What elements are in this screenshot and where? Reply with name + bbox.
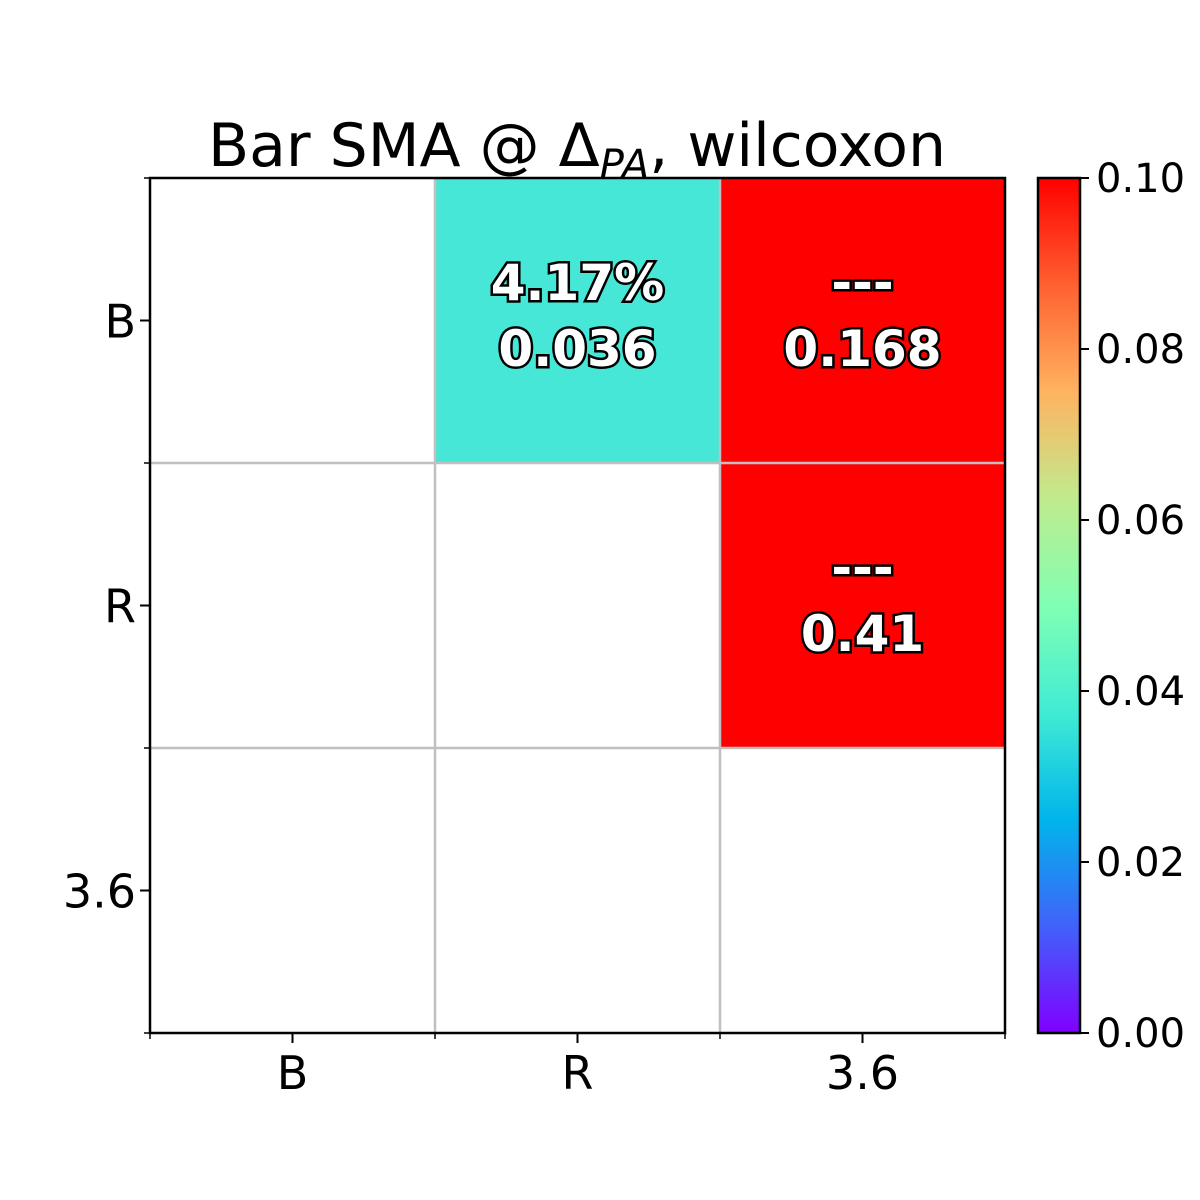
y-tick-label: 3.6 (63, 865, 136, 919)
colorbar-tick-label: 0.10 (1096, 156, 1185, 202)
y-tick-label: R (104, 580, 136, 634)
heatmap-cell (435, 178, 720, 463)
grid-lines (150, 178, 1005, 1033)
cell-label: 0.036 (498, 320, 656, 378)
colorbar (1036, 176, 1082, 1035)
heatmap-cells: 4.17% 0.036 --- 0.168 --- 0.41 (435, 178, 1005, 748)
cell-label: 0.168 (783, 320, 941, 378)
heatmap-cell (720, 463, 1005, 748)
colorbar-tick-label: 0.04 (1096, 669, 1185, 715)
colorbar-tick-label: 0.08 (1096, 327, 1185, 373)
cell-label: 0.41 (801, 605, 924, 663)
x-tick-label: R (562, 1046, 594, 1100)
cell-label: --- (831, 539, 893, 597)
x-tick-label: B (277, 1046, 309, 1100)
y-tick-label: B (104, 295, 136, 349)
chart-title: Bar SMA @ ΔPA, wilcoxon (208, 111, 946, 188)
colorbar-tick-label: 0.00 (1096, 1011, 1185, 1057)
colorbar-tick-label: 0.02 (1096, 840, 1185, 886)
heatmap-cell (720, 178, 1005, 463)
colorbar-ticks: 0.00 0.02 0.04 0.06 0.08 0.10 (1080, 156, 1185, 1057)
cell-label: 4.17% (491, 254, 664, 312)
cell-label: --- (831, 254, 893, 312)
axis-ticks: B R 3.6 B R 3.6 (63, 177, 1006, 1100)
colorbar-tick-label: 0.06 (1096, 498, 1185, 544)
x-tick-label: 3.6 (826, 1046, 899, 1100)
